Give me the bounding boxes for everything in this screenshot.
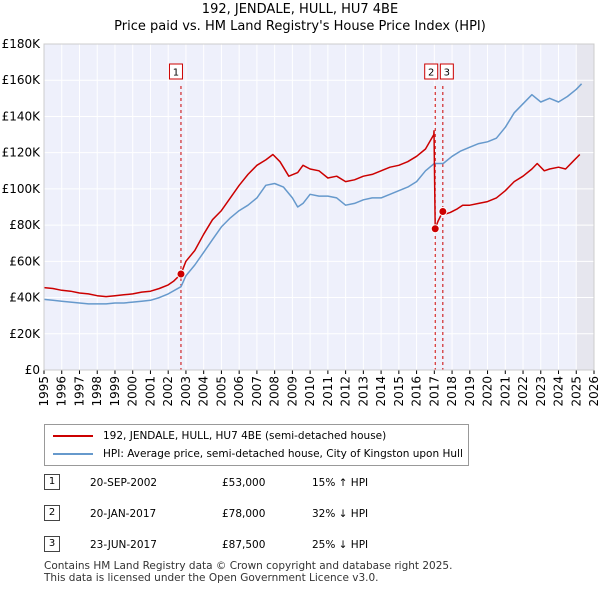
legend-swatch-red [53, 435, 93, 437]
y-tick-label: £60K [9, 254, 41, 268]
sale-hpi-diff: 25% ↓ HPI [312, 539, 369, 551]
sale-marker-box [424, 63, 439, 80]
sale-point [176, 269, 186, 279]
y-tick-label: £140K [2, 109, 42, 123]
x-tick-label: 2015 [392, 376, 406, 407]
plot-border [43, 43, 595, 371]
x-tick-label: 2004 [197, 376, 211, 407]
y-tick-label: £180K [2, 37, 42, 51]
sale-date: 20-SEP-2002 [90, 477, 158, 489]
x-tick-label: 1996 [55, 376, 69, 407]
sale-marker-label: 3 [444, 68, 450, 79]
x-tick-label: 2021 [498, 376, 512, 407]
sale-hpi-diff: 15% ↑ HPI [312, 477, 369, 489]
sale-date: 20-JAN-2017 [90, 508, 157, 520]
x-tick-label: 2023 [534, 376, 548, 407]
sale-hpi-diff: 32% ↓ HPI [312, 508, 369, 520]
legend-item-hpi: HPI: Average price, semi-detached house,… [53, 446, 463, 462]
sale-marker-box [439, 63, 454, 80]
sale-price: £78,000 [222, 508, 266, 520]
y-tick-label: £80K [9, 218, 41, 232]
x-tick-label: 2014 [374, 376, 388, 407]
x-tick-label: 2011 [321, 376, 335, 407]
x-tick-label: 1998 [90, 376, 104, 407]
y-tick-label: £20K [9, 327, 41, 341]
sale-marker-label: 2 [428, 68, 434, 79]
legend-label-hpi: HPI: Average price, semi-detached house,… [103, 448, 463, 460]
x-tick-label: 2016 [410, 376, 424, 407]
footer-licence: This data is licensed under the Open Gov… [44, 572, 379, 584]
footer-copyright: Contains HM Land Registry data © Crown c… [44, 560, 453, 572]
sale-price: £53,000 [222, 477, 266, 489]
x-tick-label: 2010 [303, 376, 317, 407]
sale-price: £87,500 [222, 539, 266, 551]
sale-point [430, 224, 440, 234]
x-tick-label: 2018 [445, 376, 459, 407]
x-tick-label: 2005 [214, 376, 228, 407]
x-tick-label: 2020 [481, 376, 495, 407]
sale-marker-badge: 3 [44, 536, 60, 552]
x-tick-label: 2009 [285, 376, 299, 407]
x-tick-label: 1997 [72, 376, 86, 407]
legend: 192, JENDALE, HULL, HU7 4BE (semi-detach… [44, 424, 469, 466]
table-row: 2 20-JAN-2017 £78,000 32% ↓ HPI [44, 505, 544, 523]
x-tick-label: 2003 [179, 376, 193, 407]
sale-date: 23-JUN-2017 [90, 539, 157, 551]
y-tick-label: £160K [2, 73, 42, 87]
legend-item-property: 192, JENDALE, HULL, HU7 4BE (semi-detach… [53, 428, 386, 444]
legend-label-property: 192, JENDALE, HULL, HU7 4BE (semi-detach… [103, 430, 387, 442]
x-tick-label: 1995 [37, 376, 51, 407]
y-tick-label: £40K [9, 291, 41, 305]
x-tick-label: 2013 [356, 376, 370, 407]
future-shade [576, 44, 594, 370]
y-tick-label: £0 [25, 363, 40, 377]
table-row: 3 23-JUN-2017 £87,500 25% ↓ HPI [44, 536, 544, 554]
x-tick-label: 2022 [516, 376, 530, 407]
x-tick-label: 2007 [250, 376, 264, 407]
x-tick-label: 2024 [552, 376, 566, 407]
x-tick-label: 2002 [161, 376, 175, 407]
y-tick-label: £120K [2, 146, 42, 160]
y-tick-label: £100K [2, 182, 42, 196]
table-row: 1 20-SEP-2002 £53,000 15% ↑ HPI [44, 474, 544, 492]
x-tick-label: 2001 [143, 376, 157, 407]
legend-swatch-blue [53, 453, 93, 455]
sale-marker-label: 1 [173, 68, 179, 79]
x-tick-label: 1999 [108, 376, 122, 407]
x-tick-label: 2008 [268, 376, 282, 407]
sale-marker-box [168, 63, 183, 80]
x-tick-label: 2000 [126, 376, 140, 407]
footer: Contains HM Land Registry data © Crown c… [44, 560, 452, 584]
sale-marker-badge: 1 [44, 474, 60, 490]
sale-marker-badge: 2 [44, 505, 60, 521]
chart-title: 192, JENDALE, HULL, HU7 4BE [201, 2, 399, 17]
x-tick-label: 2026 [587, 376, 600, 407]
x-tick-label: 2025 [569, 376, 583, 407]
sale-point [438, 207, 448, 217]
x-tick-label: 2006 [232, 376, 246, 407]
x-tick-label: 2019 [463, 376, 477, 407]
x-tick-label: 2017 [427, 376, 441, 407]
chart-subtitle: Price paid vs. HM Land Registry's House … [114, 19, 486, 34]
plot-area [44, 44, 594, 370]
series-line [43, 130, 581, 298]
price-chart: £0 £20K £40K £60K £80K £100K £120K £140K £160K £1… [2, 37, 600, 407]
series-line [43, 83, 583, 305]
x-tick-label: 2012 [339, 376, 353, 407]
